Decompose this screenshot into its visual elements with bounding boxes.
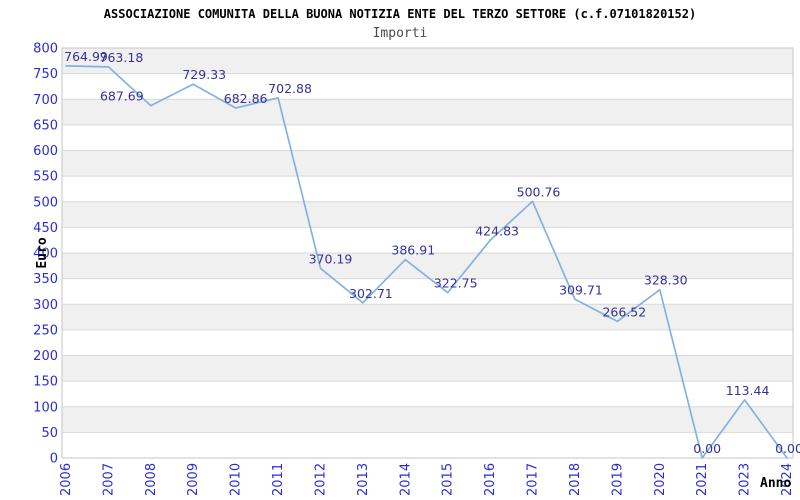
x-tick-label: 2015 (441, 463, 456, 496)
plot-band (62, 355, 793, 382)
x-axis-title: Anno (760, 476, 792, 491)
x-tick-label: 2016 (483, 463, 498, 496)
y-tick-label: 100 (33, 400, 58, 415)
point-label: 424.83 (475, 223, 519, 238)
y-axis-title: Euro (35, 237, 50, 269)
y-tick-label: 800 (33, 42, 58, 57)
y-tick-label: 50 (41, 426, 58, 441)
y-tick-label: 700 (33, 93, 58, 108)
x-tick-label: 2008 (144, 463, 159, 496)
point-label: 764.99 (64, 49, 108, 64)
point-label: 302.71 (349, 286, 393, 301)
x-tick-label: 2018 (568, 463, 583, 496)
x-tick-label: 2014 (398, 463, 413, 496)
y-tick-label: 550 (33, 170, 58, 185)
y-tick-label: 250 (33, 323, 58, 338)
y-tick-label: 600 (33, 144, 58, 159)
point-label: 500.76 (517, 184, 561, 199)
x-tick-label: 2006 (59, 463, 74, 496)
y-tick-label: 200 (33, 349, 58, 364)
plot-band (62, 201, 793, 228)
plot-band (62, 99, 793, 125)
x-tick-label: 2020 (653, 463, 668, 496)
x-tick-label: 2023 (738, 463, 753, 496)
x-tick-label: 2007 (101, 463, 116, 496)
point-label: 729.33 (182, 67, 226, 82)
x-tick-label: 2012 (313, 463, 328, 496)
y-tick-label: 750 (33, 67, 58, 82)
x-tick-label: 2017 (526, 463, 541, 496)
x-tick-label: 2010 (229, 463, 244, 496)
series-line (65, 65, 788, 459)
plot-band (62, 48, 793, 74)
x-tick-label: 2021 (695, 463, 710, 496)
x-tick-label: 2019 (610, 463, 625, 496)
point-label: 113.44 (726, 383, 770, 398)
plot-band (62, 150, 793, 177)
y-tick-label: 0 (50, 452, 58, 467)
point-label: 682.86 (224, 91, 268, 106)
chart-title: ASSOCIAZIONE COMUNITA DELLA BUONA NOTIZI… (103, 7, 697, 21)
point-label: 386.91 (391, 243, 435, 258)
plot-border (61, 47, 794, 459)
y-tick-label: 650 (33, 118, 58, 133)
point-label: 702.88 (268, 81, 312, 96)
y-tick-label: 300 (33, 298, 58, 313)
x-tick-label: 2011 (271, 463, 286, 496)
y-tick-label: 150 (33, 375, 58, 390)
y-tick-label: 450 (33, 221, 58, 236)
point-label: 763.18 (100, 50, 144, 65)
plot-band (62, 406, 793, 433)
y-tick-label: 500 (33, 195, 58, 210)
x-tick-label: 2024 (780, 463, 795, 496)
point-label: 309.71 (559, 282, 603, 297)
point-label: 370.19 (309, 251, 353, 266)
point-label: 328.30 (644, 273, 688, 288)
x-tick-label: 2009 (186, 463, 201, 496)
plot-band (62, 304, 793, 330)
point-label: 322.75 (434, 276, 478, 291)
plot-band (62, 253, 793, 279)
point-label: 0.00 (693, 441, 721, 456)
point-label: 266.52 (602, 304, 646, 319)
point-label: 0.00 (775, 441, 800, 456)
y-tick-label: 400 (33, 247, 58, 262)
point-label: 687.69 (100, 89, 144, 104)
x-tick-label: 2013 (356, 463, 371, 496)
y-tick-label: 350 (33, 272, 58, 287)
chart-subtitle: Importi (372, 26, 428, 41)
